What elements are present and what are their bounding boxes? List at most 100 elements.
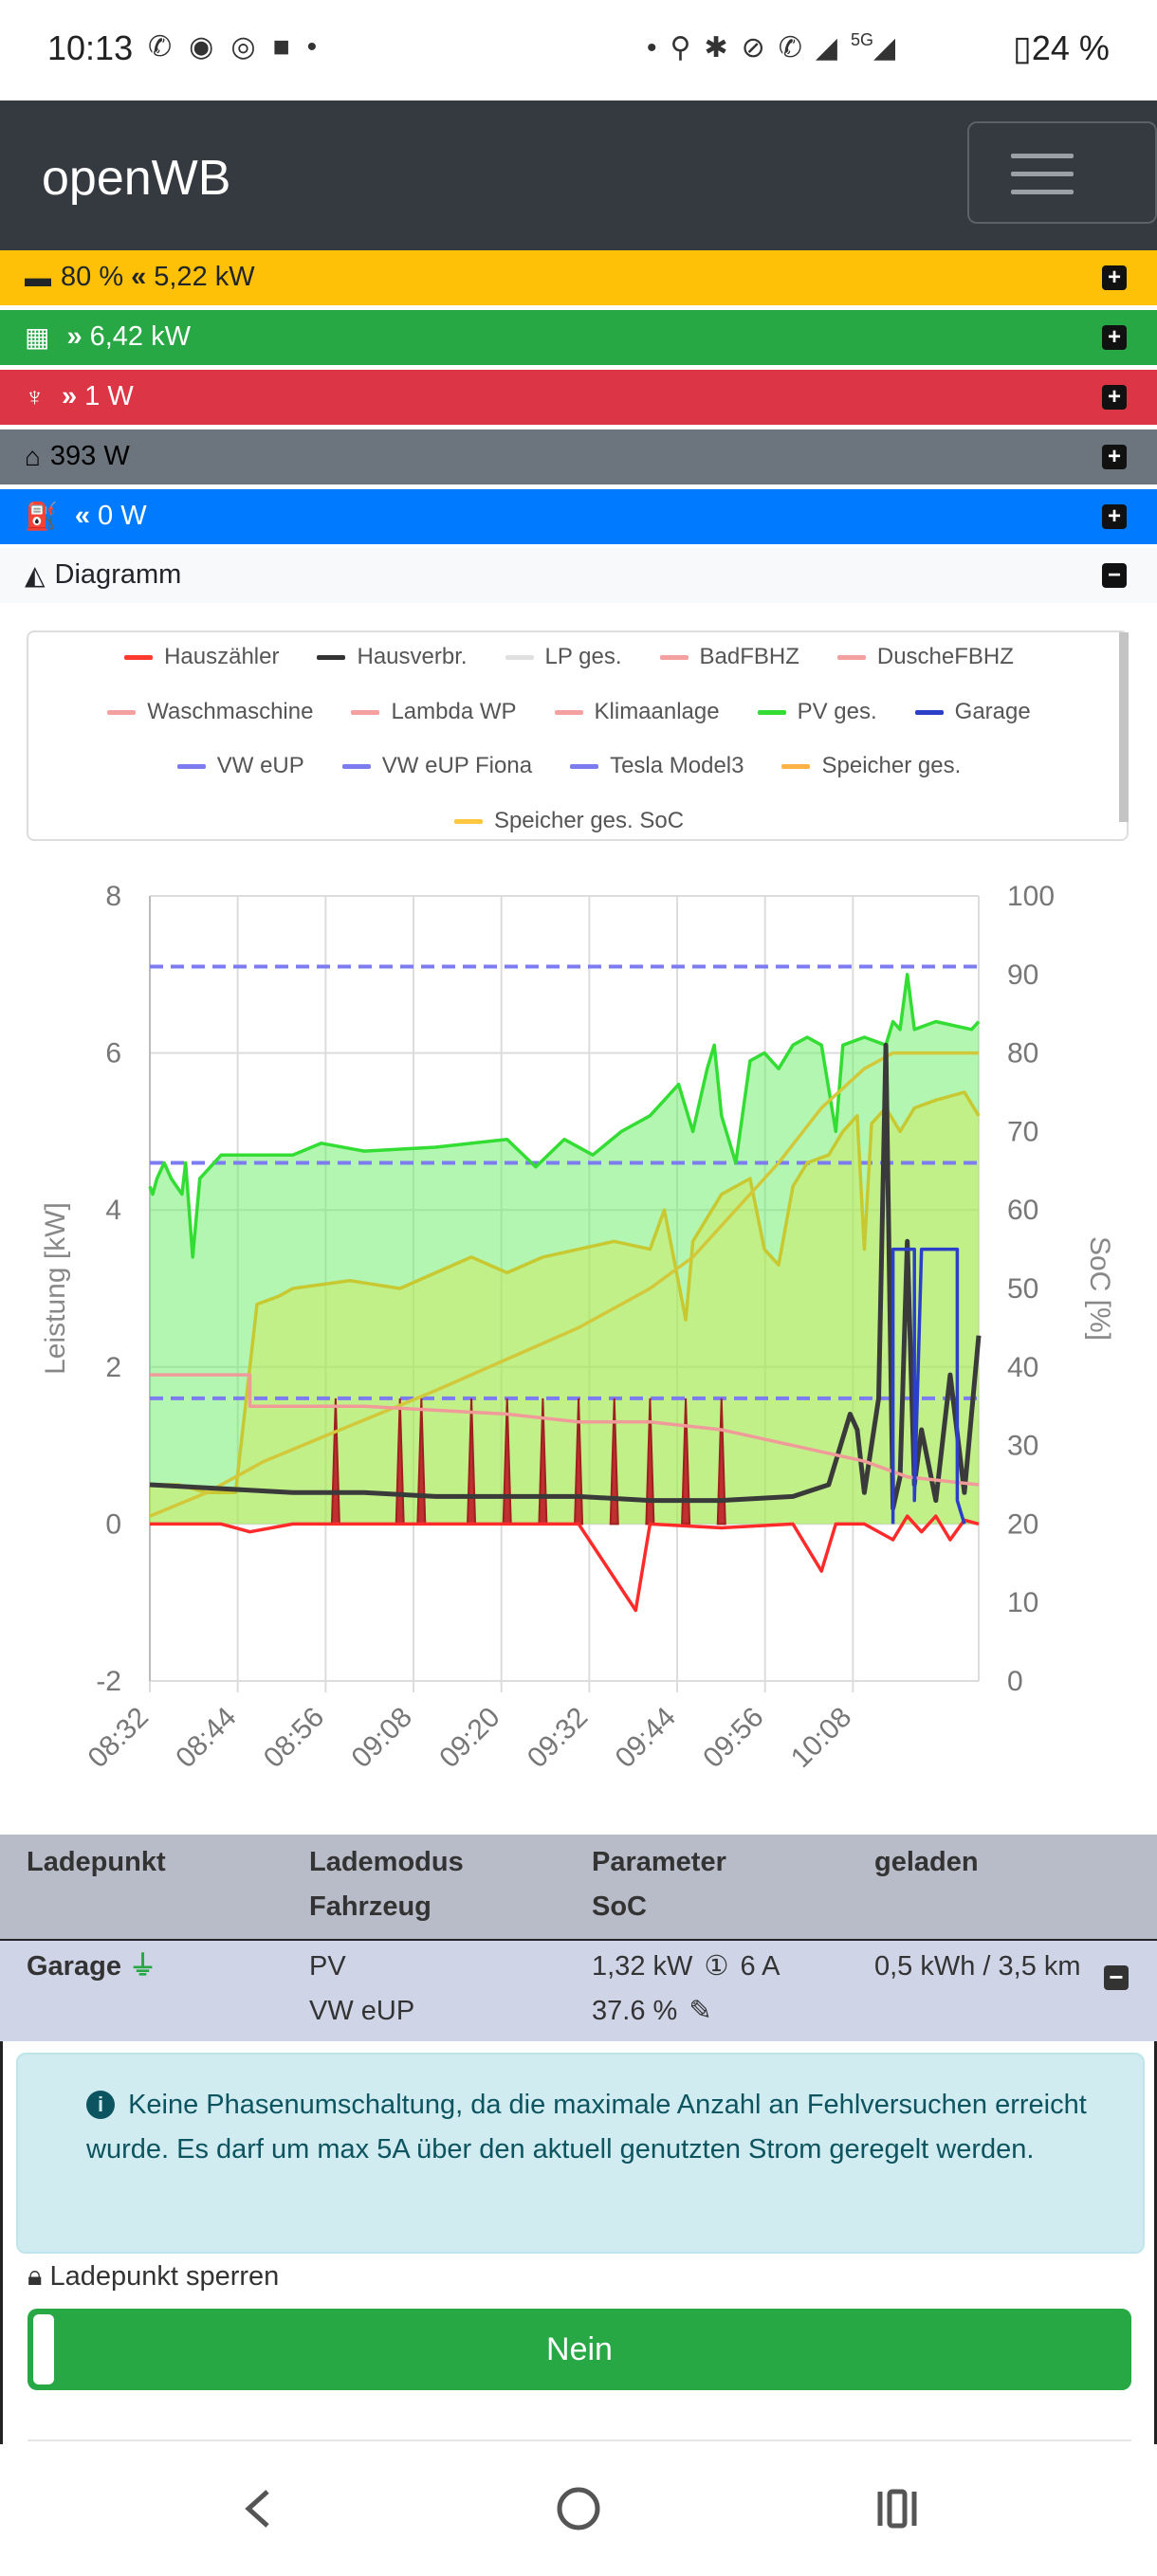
chevrons-right-icon: » xyxy=(66,321,83,352)
vehicle-name: VW eUP xyxy=(309,1996,415,2026)
legend-item[interactable]: Waschmaschine xyxy=(107,699,313,725)
legend-swatch xyxy=(554,709,583,715)
consumer-spike xyxy=(609,1398,619,1526)
legend-label: Waschmaschine xyxy=(147,699,314,724)
expand-grid-button[interactable]: + xyxy=(1102,385,1127,410)
legend-item[interactable]: PV ges. xyxy=(757,699,877,725)
legend-item[interactable]: BadFBHZ xyxy=(659,644,799,670)
diagram-header-row[interactable]: ◭ Diagramm − xyxy=(0,548,1157,603)
menu-toggle-button[interactable] xyxy=(967,121,1157,224)
legend-item[interactable]: Garage xyxy=(914,699,1031,725)
edit-icon[interactable]: ✎ xyxy=(689,1996,712,2026)
legend-scrollbar[interactable] xyxy=(1119,632,1129,822)
legend-item[interactable]: LP ges. xyxy=(505,644,622,670)
charged-amount: 0,5 kWh / 3,5 km xyxy=(874,1951,1081,1982)
legend-item[interactable]: Speicher ges. SoC xyxy=(453,808,685,834)
hamburger-icon xyxy=(1011,154,1074,158)
y2-tick-label: 80 xyxy=(1007,1038,1038,1069)
battery-status-row[interactable]: ▬ 80 % « 5,22 kW + xyxy=(0,250,1157,305)
grid-status-row[interactable]: ♆ » 1 W + xyxy=(0,370,1157,425)
chargepoints-power: 0 W xyxy=(98,501,147,531)
chargepoint-detail: i Keine Phasenumschaltung, da die maxima… xyxy=(0,2041,1157,2444)
phase-icon: ① xyxy=(704,1951,729,1982)
legend-item[interactable]: Speicher ges. xyxy=(781,753,961,779)
legend-item[interactable]: DuscheFBHZ xyxy=(836,644,1014,670)
charge-power: 1,32 kW xyxy=(592,1951,693,1982)
system-icons: •⚲✱⊘✆◢5G◢ xyxy=(647,30,909,64)
col-ladepunkt: Ladepunkt xyxy=(27,1847,166,1877)
soc-value: 37.6 % xyxy=(592,1996,678,2026)
home-button-icon[interactable] xyxy=(557,2487,600,2530)
col-lademodus: Lademodus xyxy=(309,1847,464,1877)
recent-apps-icon[interactable] xyxy=(877,2489,917,2529)
series-line xyxy=(891,1247,966,1525)
expand-pv-button[interactable]: + xyxy=(1102,325,1127,350)
back-icon[interactable] xyxy=(245,2490,269,2528)
chargepoints-status-row[interactable]: ⛽ « 0 W + xyxy=(0,489,1157,544)
series-area xyxy=(150,974,979,1525)
legend-item[interactable]: Hausverbr. xyxy=(317,644,468,670)
house-status-row[interactable]: ⌂ 393 W + xyxy=(0,429,1157,484)
col-parameter: Parameter xyxy=(592,1847,726,1877)
y-tick-label: 2 xyxy=(105,1352,121,1383)
legend-swatch xyxy=(836,654,866,660)
legend-item[interactable]: VW eUP xyxy=(176,753,304,779)
legend-swatch xyxy=(341,763,371,769)
y2-tick-label: 20 xyxy=(1007,1508,1038,1540)
collapse-diagram-button[interactable]: − xyxy=(1102,563,1127,588)
battery-text: 24 % xyxy=(1031,28,1110,67)
x-tick-label: 09:08 xyxy=(346,1702,418,1774)
legend-swatch xyxy=(351,709,380,715)
y-tick-label: 4 xyxy=(105,1195,121,1226)
lock-chargepoint-toggle-button[interactable]: Nein xyxy=(28,2309,1131,2390)
col-soc: SoC xyxy=(592,1891,647,1922)
y2-tick-label: 70 xyxy=(1007,1116,1038,1147)
chevrons-right-icon: » xyxy=(62,381,78,411)
info-alert: i Keine Phasenumschaltung, da die maxima… xyxy=(16,2053,1145,2254)
y2-tick-label: 40 xyxy=(1007,1352,1038,1383)
legend-swatch xyxy=(107,709,137,715)
y2-tick-label: 50 xyxy=(1007,1273,1038,1305)
battery-level: ▯24 % xyxy=(1013,28,1110,68)
diagram-label: Diagramm xyxy=(54,559,182,590)
legend-item[interactable]: VW eUP Fiona xyxy=(341,753,532,779)
legend-row: Hauszähler Hausverbr. LP ges. BadFBHZ Dusche… xyxy=(28,644,1110,670)
chargepoint-row[interactable]: Garage ⏚ PV VW eUP 1,32 kW ① 6 A 37.6 % … xyxy=(0,1939,1157,2041)
network-label: 5G xyxy=(850,30,873,49)
chargepoint-name: Garage ⏚ xyxy=(27,1951,157,1982)
expand-battery-button[interactable]: + xyxy=(1102,265,1127,290)
x-tick-label: 09:20 xyxy=(433,1702,505,1774)
navbar: openWB xyxy=(0,100,1157,250)
x-tick-label: 08:32 xyxy=(83,1702,155,1774)
legend-swatch xyxy=(659,654,689,660)
legend-label: Speicher ges. SoC xyxy=(493,808,685,833)
series-area xyxy=(150,1092,979,1525)
legend-label: PV ges. xyxy=(797,699,877,724)
pv-status-row[interactable]: ▦ » 6,42 kW + xyxy=(0,310,1157,365)
battery-icon: ▯ xyxy=(1013,28,1032,67)
battery-soc: 80 % xyxy=(61,262,124,292)
charge-mode[interactable]: PV xyxy=(309,1951,346,1982)
legend-item[interactable]: Klimaanlage xyxy=(554,699,720,725)
legend-item[interactable]: Lambda WP xyxy=(351,699,517,725)
brand-title[interactable]: openWB xyxy=(42,151,231,206)
legend-item[interactable]: Hauszähler xyxy=(124,644,279,670)
expand-house-button[interactable]: + xyxy=(1102,445,1127,469)
collapse-chargepoint-button[interactable]: − xyxy=(1104,1964,1129,1990)
car-battery-icon: ▬ xyxy=(25,262,51,292)
expand-chargepoints-button[interactable]: + xyxy=(1102,504,1127,529)
vehicle-soc[interactable]: 37.6 % ✎ xyxy=(592,1989,712,2034)
legend-row: VW eUP VW eUP Fiona Tesla Model3 Speicher g… xyxy=(28,753,1110,779)
y2-tick-label: 0 xyxy=(1007,1666,1023,1697)
legend-label: Garage xyxy=(954,699,1031,724)
clock: 10:13 xyxy=(47,28,134,67)
legend-item[interactable]: Tesla Model3 xyxy=(570,753,744,779)
power-tower-icon: ♆ xyxy=(25,381,45,411)
system-navigation-bar xyxy=(0,2444,1157,2571)
x-tick-label: 08:44 xyxy=(170,1702,242,1774)
series-line xyxy=(150,1090,981,1495)
consumer-spike xyxy=(681,1398,691,1526)
chevrons-left-icon: « xyxy=(74,501,91,531)
battery-power: 5,22 kW xyxy=(154,262,255,292)
